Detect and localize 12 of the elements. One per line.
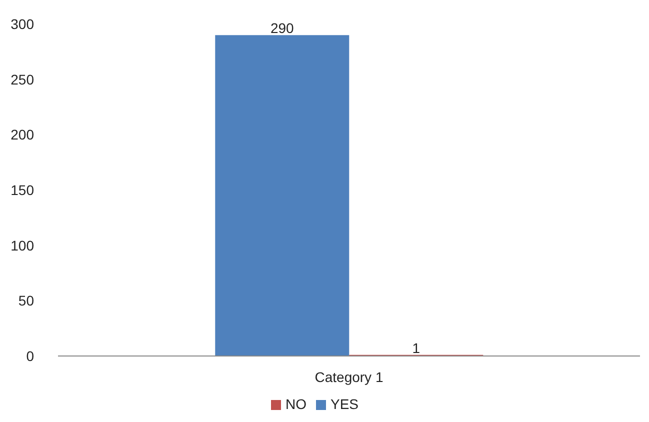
y-tick-label: 200 — [10, 126, 34, 143]
y-tick-label: 300 — [10, 16, 34, 32]
y-tick-label: 50 — [18, 292, 34, 309]
x-tick-label: Category 1 — [314, 368, 384, 385]
y-tick-label: 100 — [10, 237, 34, 254]
y-tick-label: 0 — [26, 348, 34, 364]
legend-label: YES — [330, 396, 358, 412]
data-label: 290 — [270, 20, 294, 36]
legend-label: NO — [285, 396, 306, 412]
y-tick-label: 150 — [10, 182, 34, 198]
data-label: 1 — [412, 340, 420, 356]
y-tick-label: 250 — [10, 71, 34, 88]
